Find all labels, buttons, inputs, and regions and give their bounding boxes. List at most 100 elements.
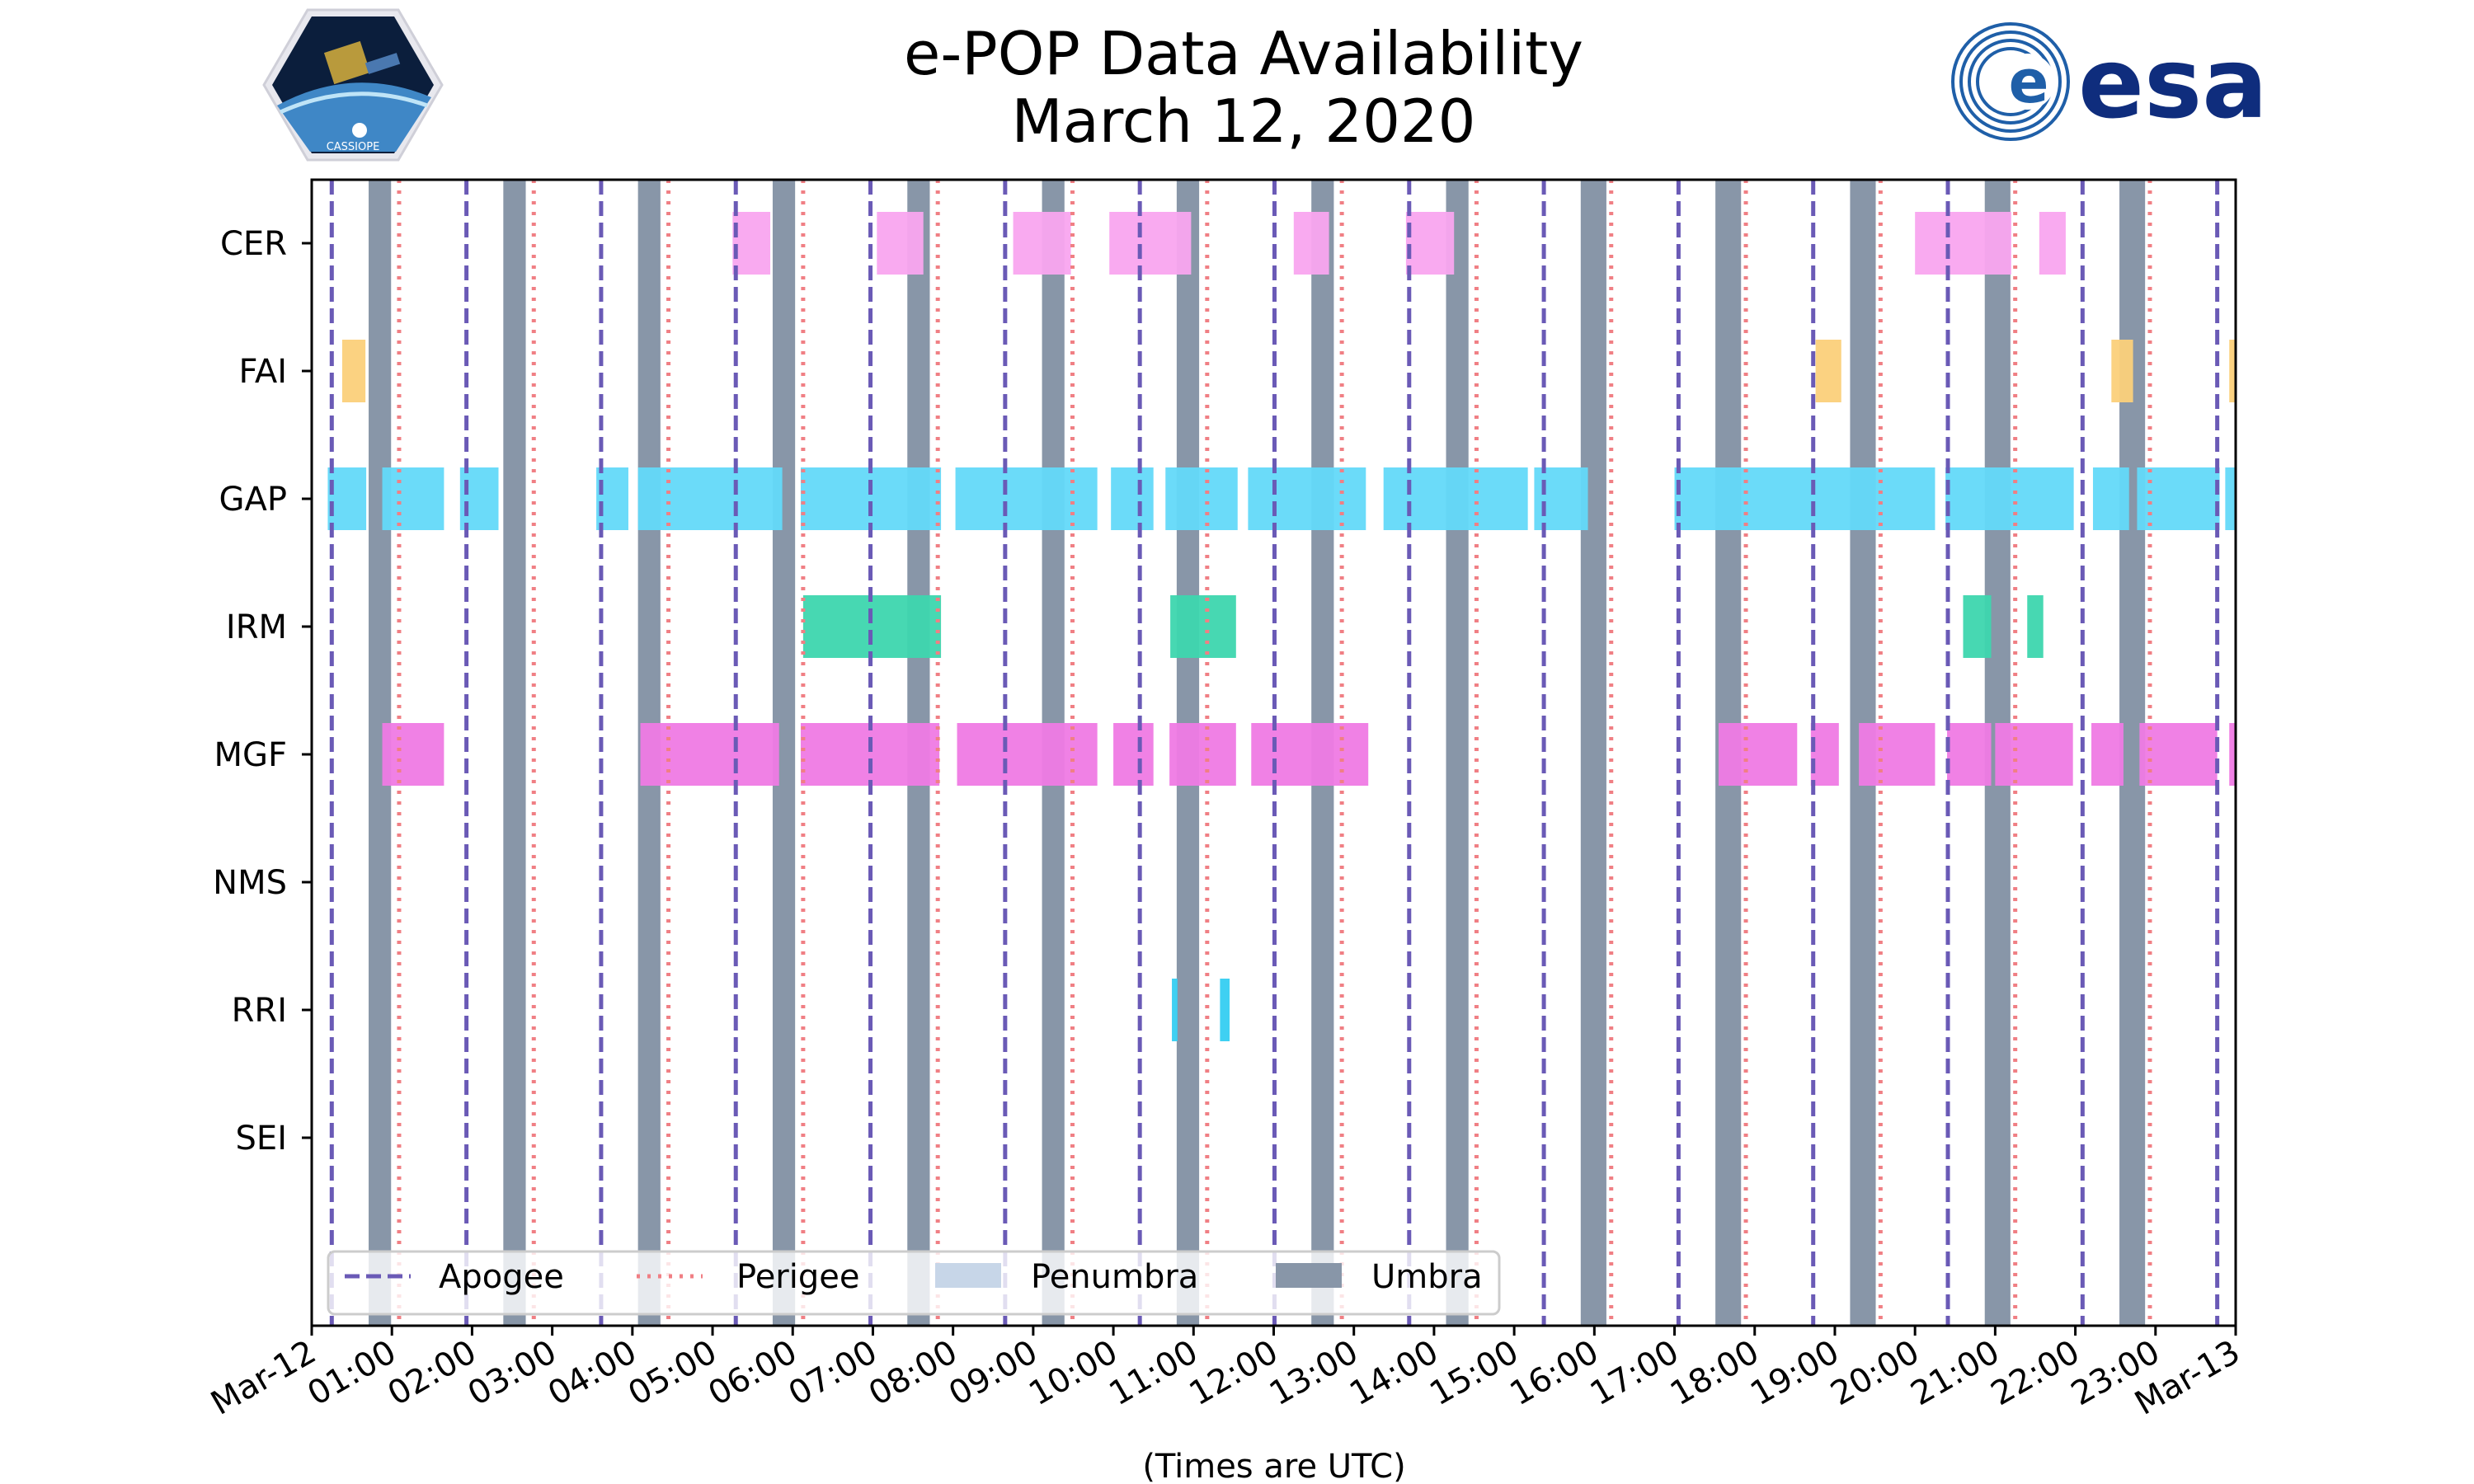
bar-cer-7 bbox=[2039, 212, 2066, 275]
bar-mgf-0 bbox=[382, 723, 444, 786]
bar-cer-0 bbox=[732, 212, 771, 275]
esa-logo: e esa bbox=[1951, 22, 2268, 141]
x-tick-label-14: 14:00 bbox=[1343, 1333, 1445, 1413]
x-tick-label-7: 07:00 bbox=[783, 1333, 884, 1413]
bar-gap-15 bbox=[2137, 467, 2220, 530]
y-tick-label-fai: FAI bbox=[239, 353, 288, 391]
bar-rri-0 bbox=[1172, 979, 1178, 1041]
bar-gap-3 bbox=[596, 467, 628, 530]
x-tick-label-4: 04:00 bbox=[542, 1333, 643, 1413]
legend-box bbox=[327, 1250, 1501, 1316]
bar-cer-5 bbox=[1405, 212, 1455, 275]
y-axis: CER FAI GAP IRM MGF NMS RRI SEI bbox=[213, 225, 312, 1158]
bar-mgf-13 bbox=[2139, 723, 2218, 786]
bar-gap-10 bbox=[1383, 467, 1528, 530]
bar-cer-4 bbox=[1293, 212, 1329, 275]
availability-bars-layer bbox=[327, 212, 2236, 1041]
umbra-band-8 bbox=[1446, 180, 1469, 1326]
bar-gap-5 bbox=[800, 467, 942, 530]
svg-text:e: e bbox=[2009, 47, 2049, 116]
y-tick-label-gap: GAP bbox=[219, 481, 287, 519]
x-tick-label-21: 21:00 bbox=[1905, 1333, 2006, 1413]
legend-perigee-label: Perigee bbox=[736, 1258, 859, 1296]
bar-gap-8 bbox=[1165, 467, 1238, 530]
bar-mgf-2 bbox=[800, 723, 940, 786]
bar-mgf-8 bbox=[1810, 723, 1839, 786]
orbit-lines-layer bbox=[329, 180, 2220, 1326]
umbra-band-9 bbox=[1580, 180, 1606, 1326]
y-tick-label-mgf: MGF bbox=[214, 736, 287, 774]
bar-mgf-1 bbox=[640, 723, 779, 786]
x-axis: Mar-1201:0002:0003:0004:0005:0006:0007:0… bbox=[205, 1326, 2246, 1423]
bar-mgf-11 bbox=[1995, 723, 2073, 786]
bar-gap-4 bbox=[637, 467, 783, 530]
x-tick-label-8: 08:00 bbox=[863, 1333, 964, 1413]
bar-mgf-9 bbox=[1859, 723, 1935, 786]
legend-apogee-label: Apogee bbox=[439, 1258, 564, 1296]
x-axis-label: (Times are UTC) bbox=[1142, 1448, 1405, 1484]
bar-mgf-4 bbox=[1113, 723, 1154, 786]
bar-cer-6 bbox=[1915, 212, 2011, 275]
bar-cer-2 bbox=[1013, 212, 1071, 275]
bar-gap-7 bbox=[1111, 467, 1154, 530]
legend-penumbra-swatch bbox=[935, 1263, 1001, 1288]
bar-irm-1 bbox=[1170, 595, 1236, 658]
bar-fai-3 bbox=[2229, 340, 2236, 402]
y-tick-label-sei: SEI bbox=[236, 1120, 287, 1158]
bar-gap-14 bbox=[2092, 467, 2129, 530]
legend-umbra-swatch bbox=[1276, 1263, 1342, 1288]
cassiope-logo-text: CASSIOPE bbox=[327, 141, 380, 153]
x-tick-label-5: 05:00 bbox=[622, 1333, 723, 1413]
esa-logo-text: esa bbox=[2078, 26, 2268, 140]
x-tick-label-11: 11:00 bbox=[1103, 1333, 1204, 1413]
bar-fai-0 bbox=[341, 340, 366, 402]
cassiope-logo: CASSIOPE bbox=[262, 8, 444, 162]
x-tick-label-20: 20:00 bbox=[1824, 1333, 1926, 1413]
x-tick-label-16: 16:00 bbox=[1503, 1333, 1605, 1413]
umbra-band-1 bbox=[503, 180, 526, 1326]
chart-title-line1: e-POP Data Availability bbox=[904, 19, 1583, 88]
x-tick-label-13: 13:00 bbox=[1263, 1333, 1365, 1413]
bar-irm-3 bbox=[2027, 595, 2044, 658]
x-tick-label-2: 02:00 bbox=[382, 1333, 483, 1413]
y-tick-label-irm: IRM bbox=[226, 608, 287, 646]
bar-rri-1 bbox=[1220, 979, 1230, 1041]
bar-gap-6 bbox=[955, 467, 1098, 530]
y-tick-label-rri: RRI bbox=[232, 992, 287, 1030]
bar-mgf-10 bbox=[1947, 723, 1992, 786]
bar-mgf-12 bbox=[2091, 723, 2124, 786]
bar-fai-2 bbox=[2111, 340, 2133, 402]
bar-irm-0 bbox=[802, 595, 942, 658]
bar-mgf-5 bbox=[1169, 723, 1236, 786]
bar-irm-2 bbox=[1963, 595, 1992, 658]
bar-mgf-7 bbox=[1719, 723, 1798, 786]
x-tick-label-17: 17:00 bbox=[1584, 1333, 1686, 1413]
x-tick-label-10: 10:00 bbox=[1023, 1333, 1124, 1413]
bar-gap-11 bbox=[1534, 467, 1588, 530]
bar-gap-12 bbox=[1674, 467, 1935, 530]
chart-title-line2: March 12, 2020 bbox=[1012, 87, 1476, 156]
bar-fai-1 bbox=[1815, 340, 1841, 402]
bar-gap-0 bbox=[327, 467, 367, 530]
legend-penumbra-label: Penumbra bbox=[1031, 1258, 1198, 1296]
x-tick-label-15: 15:00 bbox=[1423, 1333, 1525, 1413]
y-tick-label-cer: CER bbox=[220, 225, 287, 263]
x-tick-label-18: 18:00 bbox=[1664, 1333, 1766, 1413]
bar-mgf-6 bbox=[1251, 723, 1369, 786]
legend: Apogee Perigee Penumbra Umbra bbox=[327, 1250, 1501, 1316]
x-tick-label-12: 12:00 bbox=[1183, 1333, 1285, 1413]
x-tick-label-9: 09:00 bbox=[943, 1333, 1044, 1413]
bar-mgf-14 bbox=[2229, 723, 2236, 786]
bar-gap-2 bbox=[459, 467, 499, 530]
x-tick-label-19: 19:00 bbox=[1744, 1333, 1846, 1413]
y-tick-label-nms: NMS bbox=[213, 864, 287, 902]
bar-gap-13 bbox=[1945, 467, 2074, 530]
legend-umbra-label: Umbra bbox=[1371, 1258, 1483, 1296]
x-tick-label-22: 22:00 bbox=[1985, 1333, 2086, 1413]
bar-gap-9 bbox=[1248, 467, 1366, 530]
bar-gap-1 bbox=[382, 467, 444, 530]
bar-cer-3 bbox=[1109, 212, 1192, 275]
x-tick-label-1: 01:00 bbox=[301, 1333, 402, 1413]
bar-mgf-3 bbox=[957, 723, 1098, 786]
